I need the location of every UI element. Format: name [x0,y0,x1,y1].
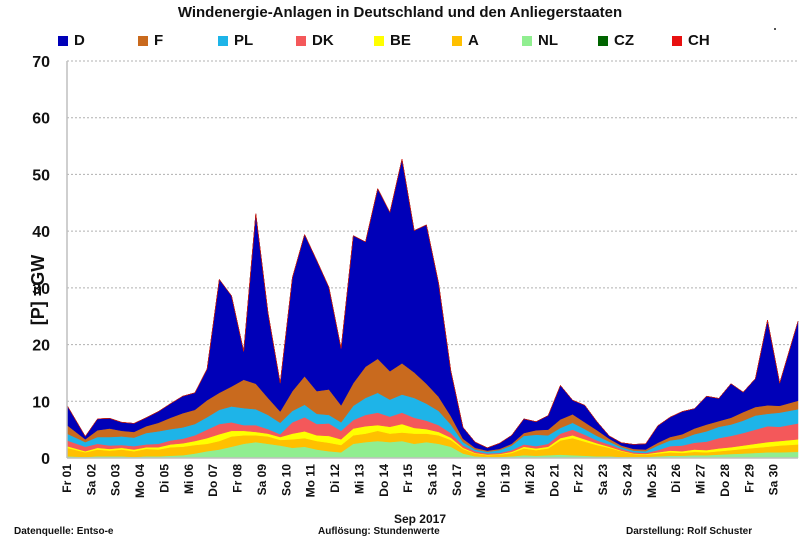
x-tick-label: So 24 [620,464,634,496]
legend-label: CH [688,32,710,49]
legend-item-be: BE [374,32,411,49]
x-tick-label: Fr 08 [231,464,245,493]
x-tick-label: Mo 25 [645,464,659,498]
y-tick-labels: 0 10 20 30 40 50 60 70 [32,54,50,468]
legend-item-a: A [452,32,479,49]
x-tick-label: Fr 01 [60,464,74,493]
x-tick-label: Mi 20 [523,464,537,494]
legend-swatch [374,35,384,46]
legend-swatch [598,35,608,46]
legend-item-cz: CZ [598,32,634,49]
x-tick-label: Mo 04 [133,464,147,498]
y-axis-label: [P] =GW [28,255,48,326]
y-tick-label: 30 [32,281,50,298]
x-tick-label: Do 21 [547,464,561,497]
area-ch [66,158,799,449]
legend-item-ch: CH [672,32,710,49]
x-tick-label: Fr 22 [572,464,586,493]
y-tick-label: 10 [32,394,50,411]
x-tick-label: Mi 27 [694,464,708,494]
axes [66,61,798,459]
legend-label: DK [312,32,334,49]
x-tick-label: Di 19 [499,464,513,493]
x-axis-label: Sep 2017 [394,512,446,526]
footer-resolution: Auflösung: Stundenwerte [318,526,440,537]
footer-source: Datenquelle: Entso-e [14,526,114,537]
legend-swatch [218,35,228,46]
x-tick-label: Do 07 [206,464,220,497]
y-tick-label: 40 [32,224,50,241]
x-tick-label: Fr 29 [742,464,756,493]
x-tick-label: Fr 15 [401,464,415,493]
legend-label: F [154,32,164,49]
x-tick-label: Sa 16 [426,464,440,496]
x-tick-label: Di 05 [158,464,172,493]
y-tick-label: 0 [41,451,50,468]
y-tick-label: 70 [32,54,50,71]
x-tick-label: Di 12 [328,464,342,493]
x-tick-label: Mi 13 [352,464,366,494]
footer-author: Darstellung: Rolf Schuster [626,526,753,537]
x-tick-label: Mi 06 [182,464,196,494]
legend-swatch [138,35,148,46]
legend-swatch [58,35,68,46]
x-tick-label: So 10 [279,464,293,496]
x-tick-label: Sa 09 [255,464,269,496]
legend-swatch [672,35,682,46]
y-tick-label: 60 [32,111,50,128]
legend-label: D [74,32,85,49]
legend-label: NL [538,32,558,49]
legend-swatch [522,35,532,46]
legend: D F PL DK BE A NL CZ CH [58,32,798,52]
legend-label: BE [390,32,411,49]
x-tick-label: So 03 [109,464,123,496]
x-tick-label: Sa 23 [596,464,610,496]
x-tick-label: Sa 30 [767,464,781,496]
y-tick-label: 50 [32,167,50,184]
legend-label: PL [234,32,254,49]
legend-item-f: F [138,32,163,49]
x-tick-label: Mo 11 [304,464,318,498]
legend-item-d: D [58,32,85,49]
x-tick-label: Di 26 [669,464,683,493]
x-tick-labels: Fr 01 Sa 02 So 03 Mo 04 Di 05 Mi 06 Do 07 Fr 08… [60,464,781,498]
x-tick-label: So 17 [450,464,464,496]
legend-label: A [468,32,479,49]
stray-dot [774,28,776,30]
legend-item-pl: PL [218,32,253,49]
stacked-areas [66,158,799,459]
legend-label: CZ [614,32,634,49]
legend-swatch [296,35,306,46]
legend-swatch [452,35,462,46]
chart-title: Windenergie-Anlagen in Deutschland und d… [177,4,623,21]
legend-item-dk: DK [296,32,334,49]
x-tick-label: Do 28 [718,464,732,497]
x-tick-label: Do 14 [377,464,391,497]
x-tick-label: Mo 18 [474,464,488,498]
x-tick-label: Sa 02 [84,464,98,496]
y-tick-label: 20 [32,338,50,355]
legend-item-nl: NL [522,32,558,49]
